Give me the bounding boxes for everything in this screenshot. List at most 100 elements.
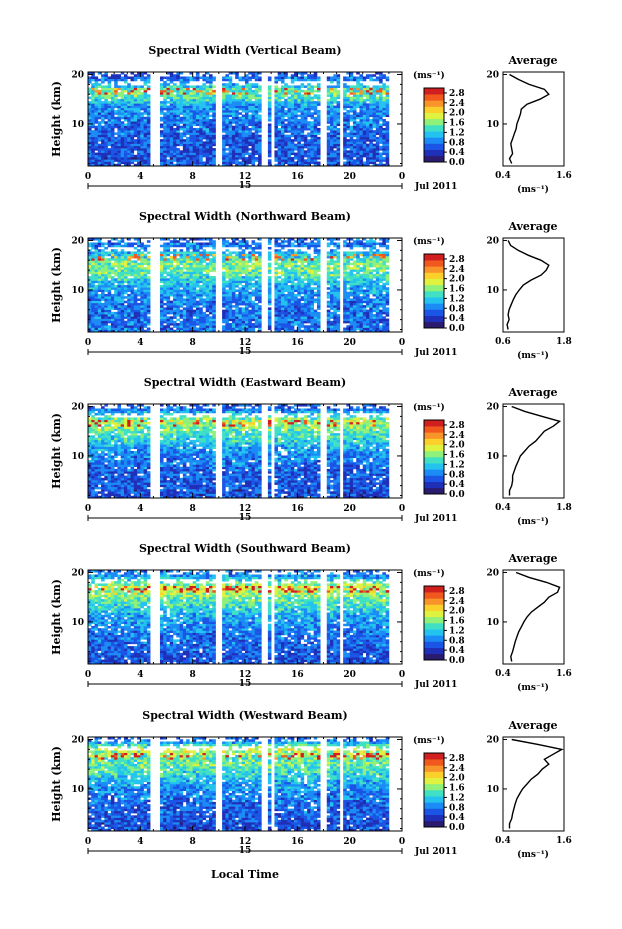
heatmap-cell [372,96,377,100]
heatmap-cell [212,136,216,140]
heatmap-cell [202,264,207,268]
heatmap-cell [225,307,229,310]
heatmap-cell [173,78,177,82]
heatmap-cell [238,260,243,263]
heatmap-cell [169,260,174,263]
heatmap-cell [140,76,144,80]
heatmap-cell [209,94,213,97]
heatmap-cell [330,78,334,82]
heatmap-cell [212,107,216,111]
heatmap-cell [169,114,174,118]
heatmap-cell [101,249,105,252]
heatmap-cell [274,293,279,297]
heatmap-cell [359,112,364,115]
heatmap-cell [166,329,171,333]
heatmap-cell [316,136,321,140]
heatmap-cell [258,89,262,93]
heatmap-cell [248,143,252,147]
heatmap-cell [192,114,197,118]
heatmap-cell [159,314,164,317]
heatmap-cell [303,116,308,120]
heatmap-cell [88,101,92,104]
heatmap-cell [349,98,354,102]
heatmap-cell [235,74,239,77]
heatmap-cell [238,163,243,167]
heatmap-cell [146,280,151,284]
heatmap-cell [127,327,131,331]
heatmap-cell [107,311,112,315]
heatmap-cell [91,329,95,333]
heatmap-cell [159,103,164,106]
heatmap-cell [94,103,99,106]
heatmap-cell [192,262,197,266]
heatmap-cell [199,130,203,133]
heatmap-cell [212,293,216,297]
heatmap-cell [143,269,148,272]
heatmap-cell [212,260,216,263]
heatmap-cell [199,285,203,288]
heatmap-cell [110,255,115,259]
heatmap-cell [248,271,252,275]
heatmap-cell [146,80,151,84]
heatmap-cell [176,89,180,93]
heatmap-cell [127,101,131,104]
heatmap-cell [245,103,249,106]
heatmap-cell [199,300,203,304]
heatmap-cell [231,83,236,86]
heatmap-cell [356,72,360,75]
heatmap-cell [251,278,256,281]
heatmap-cell [235,152,239,156]
heatmap-cell [133,298,138,301]
heatmap-cell [127,309,131,313]
heatmap-cell [107,136,112,140]
heatmap-cell [303,143,308,147]
heatmap-cell [130,255,135,259]
heatmap-cell [303,72,308,75]
heatmap-cell [176,244,180,248]
heatmap-cell [182,267,187,270]
heatmap-cell [241,316,246,319]
heatmap-cell [127,125,131,129]
heatmap-cell [300,78,305,82]
heatmap-cell [379,112,383,115]
heatmap-cell [159,255,164,259]
heatmap-cell [133,285,138,288]
heatmap-cell [284,103,288,106]
heatmap-cell [173,242,177,246]
heatmap-cell [241,132,246,135]
heatmap-cell [316,163,321,167]
heatmap-cell [137,94,141,97]
heatmap-cell [310,74,314,77]
heatmap-cell [133,157,138,160]
heatmap-cell [169,152,174,156]
heatmap-cell [287,96,292,100]
heatmap-cell [104,300,108,304]
heatmap-cell [313,89,318,93]
heatmap-cell [212,139,216,142]
heatmap-cell [88,110,92,113]
heatmap-cell [104,323,108,326]
heatmap-cell [179,154,184,158]
heatmap-cell [284,154,288,158]
heatmap-cell [202,316,207,319]
heatmap-cell [382,134,386,138]
heatmap-cell [300,123,305,127]
heatmap-cell [300,72,305,75]
heatmap-cell [146,157,151,160]
heatmap-cell [127,87,131,91]
heatmap-cell [123,130,128,133]
heatmap-cell [209,125,213,129]
heatmap-cell [173,101,177,104]
heatmap-cell [186,107,190,111]
heatmap-cell [297,141,301,144]
heatmap-cell [146,269,151,272]
heatmap-cell [245,280,249,284]
heatmap-cell [209,134,213,138]
heatmap-cell [159,276,164,279]
heatmap-cell [146,329,151,333]
heatmap-cell [336,134,341,138]
heatmap-cell [199,139,203,142]
heatmap-cell [209,305,213,308]
heatmap-cell [235,318,239,322]
heatmap-cell [91,309,95,313]
